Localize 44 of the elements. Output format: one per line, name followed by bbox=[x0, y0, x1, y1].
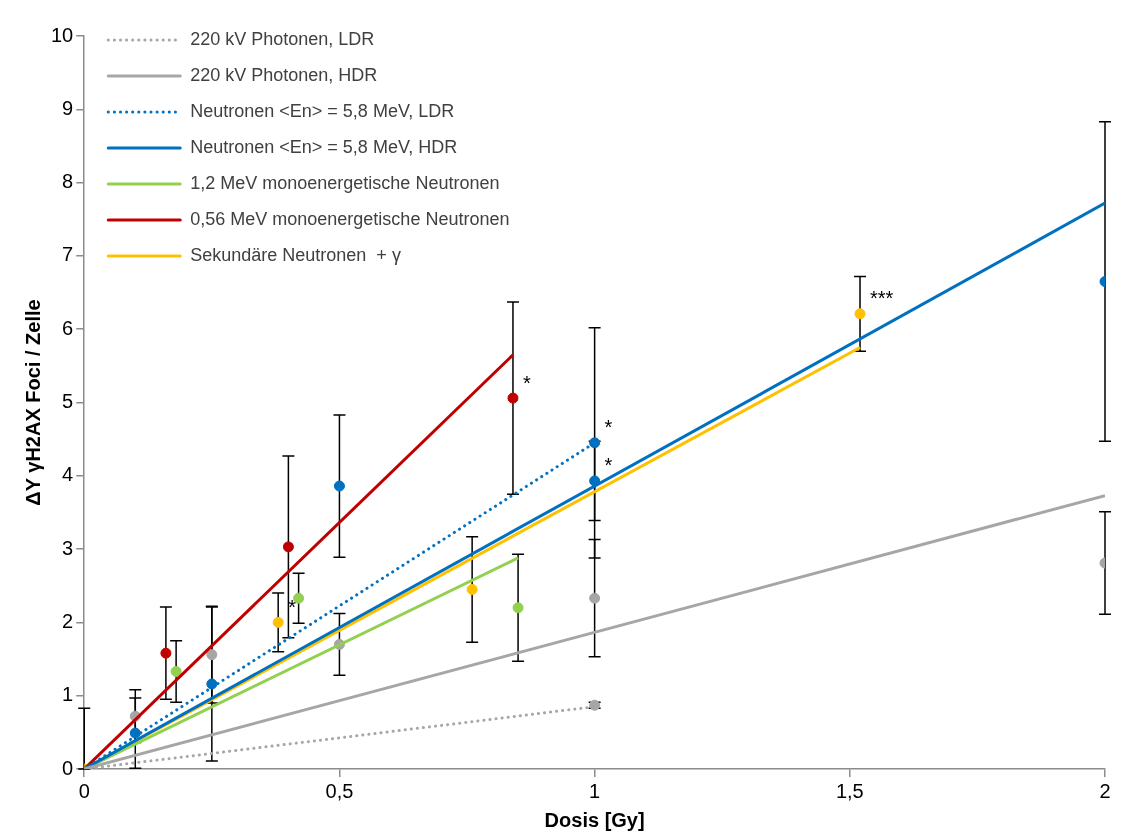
y-axis-title: ΔY γH2AX Foci / Zelle bbox=[21, 299, 44, 506]
point bbox=[854, 308, 866, 320]
point bbox=[206, 678, 218, 690]
legend-label: 1,2 MeV monoenergetische Neutronen bbox=[190, 172, 500, 193]
y-tick-label: 4 bbox=[62, 463, 74, 486]
x-tick-label: 2 bbox=[1099, 779, 1111, 802]
legend-label: 0,56 MeV monoenergetische Neutronen bbox=[190, 208, 510, 229]
annotation: * bbox=[522, 371, 531, 394]
annotation: * bbox=[604, 454, 613, 477]
x-tick-label: 1,5 bbox=[835, 779, 864, 802]
annotation: *** bbox=[870, 287, 894, 310]
legend-label: Sekundäre Neutronen + γ bbox=[190, 244, 401, 265]
legend-label: 220 kV Photonen, LDR bbox=[190, 28, 375, 49]
x-tick-label: 0 bbox=[78, 779, 90, 802]
y-tick-label: 1 bbox=[62, 683, 74, 706]
x-tick-label: 1 bbox=[589, 779, 601, 802]
y-tick-label: 3 bbox=[62, 536, 74, 559]
x-axis-title: Dosis [Gy] bbox=[544, 808, 645, 831]
point bbox=[333, 480, 345, 492]
y-tick-label: 6 bbox=[62, 316, 74, 339]
y-tick-label: 7 bbox=[62, 243, 74, 266]
legend-label: 220 kV Photonen, HDR bbox=[190, 64, 378, 85]
point bbox=[466, 583, 478, 595]
annotation: * bbox=[604, 416, 613, 439]
point bbox=[160, 647, 172, 659]
x-tick-label: 0,5 bbox=[325, 779, 354, 802]
y-tick-label: 5 bbox=[62, 390, 74, 413]
point bbox=[282, 541, 294, 553]
point bbox=[272, 616, 284, 628]
legend-label: Neutronen <En> = 5,8 MeV, LDR bbox=[190, 100, 455, 121]
point bbox=[589, 592, 601, 604]
y-tick-label: 10 bbox=[51, 23, 74, 46]
point bbox=[170, 666, 182, 678]
point bbox=[206, 649, 218, 661]
annotation: * bbox=[288, 595, 297, 618]
point bbox=[507, 392, 519, 404]
y-tick-label: 2 bbox=[62, 609, 74, 632]
point bbox=[512, 602, 524, 614]
y-tick-label: 8 bbox=[62, 170, 74, 193]
y-tick-label: 0 bbox=[62, 756, 74, 779]
legend-label: Neutronen <En> = 5,8 MeV, HDR bbox=[190, 136, 458, 157]
y-tick-label: 9 bbox=[62, 96, 74, 119]
point bbox=[589, 437, 601, 449]
point bbox=[129, 727, 141, 739]
